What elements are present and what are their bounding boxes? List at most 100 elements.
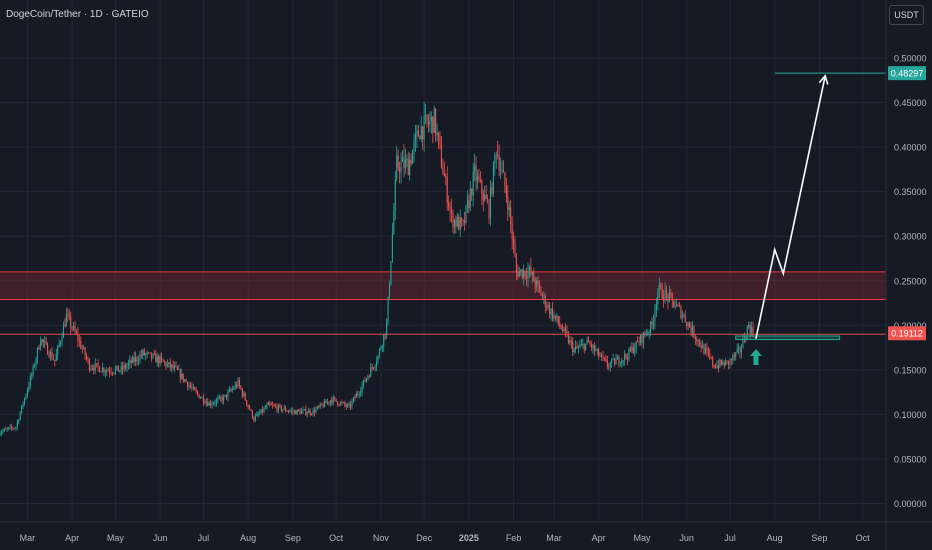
candle-body: [341, 402, 343, 404]
candle-body: [270, 404, 272, 406]
candle-body: [513, 239, 515, 245]
candle-body: [729, 359, 731, 365]
y-tick-label: 0.50000: [894, 54, 927, 64]
candle-body: [285, 407, 287, 412]
candle-body: [693, 326, 695, 338]
candle-body: [357, 393, 359, 395]
candle-body: [313, 410, 316, 413]
candle-body: [621, 360, 623, 364]
candle-body: [616, 357, 618, 360]
candle-body: [583, 344, 585, 351]
candle-body: [446, 177, 448, 203]
candle-body: [615, 359, 617, 365]
candle-body: [34, 365, 36, 367]
candle-body: [635, 340, 637, 349]
candle-body: [68, 314, 70, 317]
candle-body: [423, 115, 425, 140]
candle-body: [472, 171, 474, 196]
candle-body: [326, 401, 329, 404]
candle-body: [504, 172, 506, 187]
candle-body: [48, 354, 50, 357]
candle-body: [546, 306, 548, 308]
candle-body: [605, 358, 607, 361]
candle-body: [188, 385, 190, 388]
candle-body: [533, 272, 535, 282]
candle-body: [345, 404, 347, 407]
candle-body: [122, 366, 124, 370]
candle-body: [120, 366, 122, 371]
candle-body: [673, 300, 675, 308]
candle-body: [456, 216, 458, 227]
candle-body: [184, 379, 186, 381]
candle-body: [303, 409, 305, 410]
candle-body: [559, 323, 561, 326]
candle-body: [221, 398, 223, 402]
candle-body: [429, 120, 431, 125]
candle-body: [266, 404, 268, 408]
candle-body: [179, 369, 181, 379]
candle-body: [655, 303, 657, 311]
projection-path: [755, 75, 826, 339]
candle-body: [260, 409, 262, 414]
candle-body: [227, 391, 229, 398]
candle-body: [60, 341, 62, 344]
candle-body: [712, 357, 714, 365]
candle-body: [733, 355, 735, 357]
x-tick-label: 2025: [459, 533, 479, 543]
candles: [0, 101, 754, 437]
candle-body: [727, 360, 730, 365]
candle-body: [614, 358, 616, 365]
candle-body: [538, 284, 541, 289]
x-tick-label: Mar: [20, 533, 36, 543]
candle-body: [663, 298, 665, 301]
candle-body: [642, 332, 644, 343]
candle-body: [686, 322, 688, 326]
chart-title: DogeCoin/Tether · 1D · GATEIO: [6, 9, 149, 20]
x-tick-label: Jun: [679, 533, 694, 543]
candle-body: [732, 355, 734, 361]
candle-body: [505, 186, 507, 197]
y-tick-label: 0.45000: [894, 98, 927, 108]
candle-body: [720, 360, 722, 365]
candle-body: [263, 408, 265, 412]
x-tick-label: May: [633, 533, 651, 543]
candle-body: [86, 355, 88, 359]
candle-body: [368, 376, 370, 378]
candle-body: [396, 155, 398, 180]
price-label: 0.48297: [891, 68, 924, 78]
grid: [0, 0, 886, 522]
candle-body: [370, 367, 372, 377]
candle-body: [152, 353, 154, 358]
candle-body: [439, 136, 441, 145]
candle-body: [632, 346, 634, 353]
candle-body: [10, 426, 13, 428]
candle-body: [241, 389, 243, 396]
candle-body: [430, 116, 432, 121]
currency-unit-button[interactable]: USDT: [889, 5, 924, 25]
x-tick-label: Aug: [767, 533, 783, 543]
candle-body: [526, 276, 528, 279]
candle-body: [566, 331, 568, 335]
candle-body: [218, 396, 220, 399]
y-tick-label: 0.25000: [894, 276, 927, 286]
candle-body: [114, 368, 116, 373]
candle-body: [93, 368, 95, 371]
candle-body: [489, 187, 492, 219]
candle-body: [576, 346, 578, 348]
candle-body: [393, 210, 395, 234]
candle-body: [567, 334, 569, 343]
candle-body: [321, 403, 323, 405]
candle-body: [562, 329, 564, 331]
candle-body: [476, 176, 479, 181]
candle-body: [453, 219, 455, 228]
candle-body: [455, 219, 457, 227]
candle-body: [41, 339, 43, 344]
candle-body: [452, 212, 454, 228]
candle-body: [228, 389, 230, 392]
candle-body: [582, 344, 584, 345]
candle-body: [508, 207, 510, 210]
candle-body: [367, 376, 369, 379]
candle-body: [158, 356, 160, 364]
candle-body: [319, 403, 321, 407]
